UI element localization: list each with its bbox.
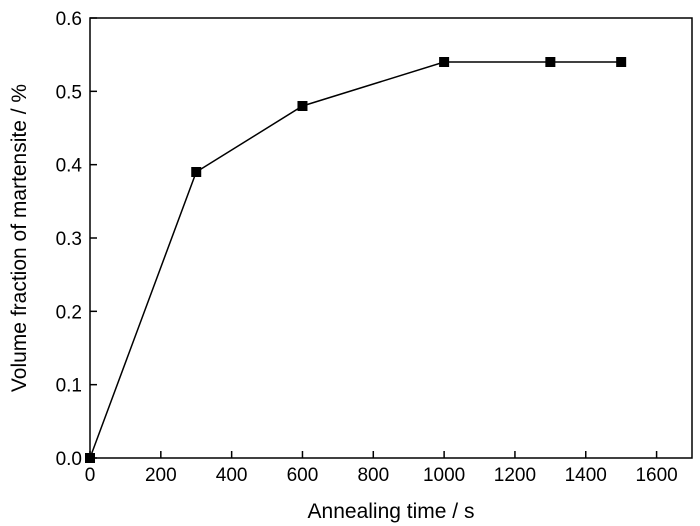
y-tick-label: 0.3 xyxy=(56,229,82,250)
y-tick-label: 0.4 xyxy=(56,156,83,177)
x-tick-label: 1400 xyxy=(565,465,607,486)
data-point xyxy=(545,57,556,67)
x-tick-label: 400 xyxy=(216,465,248,486)
x-tick-label: 1600 xyxy=(635,465,677,486)
y-axis-title: Volume fraction of martensite / % xyxy=(8,84,31,392)
x-tick-label: 0 xyxy=(85,465,96,486)
y-tick-label: 0.5 xyxy=(56,82,82,103)
data-point xyxy=(297,101,308,111)
x-axis-title: Annealing time / s xyxy=(308,500,475,523)
data-point xyxy=(85,453,95,463)
y-tick-label: 0.2 xyxy=(56,302,82,323)
x-tick-label: 800 xyxy=(357,465,389,486)
y-tick-label: 0.6 xyxy=(56,9,82,30)
y-tick-label: 0.0 xyxy=(56,449,82,470)
series-line xyxy=(89,61,622,459)
plot-frame xyxy=(89,17,693,459)
x-tick-label: 1000 xyxy=(423,465,465,486)
data-point xyxy=(439,57,450,67)
x-tick-label: 1200 xyxy=(494,465,536,486)
data-point xyxy=(191,167,202,177)
y-axis: 0.0 0.1 0.2 0.3 0.4 0.5 0.6 xyxy=(56,9,97,470)
plot-border xyxy=(89,17,693,459)
series-layer xyxy=(85,57,627,463)
y-tick-label: 0.1 xyxy=(56,376,82,397)
data-point xyxy=(616,57,627,67)
x-tick-label: 600 xyxy=(287,465,319,486)
x-axis: 0 200 400 600 800 1000 1200 1400 1600 xyxy=(85,451,678,486)
x-tick-label: 200 xyxy=(145,465,177,486)
